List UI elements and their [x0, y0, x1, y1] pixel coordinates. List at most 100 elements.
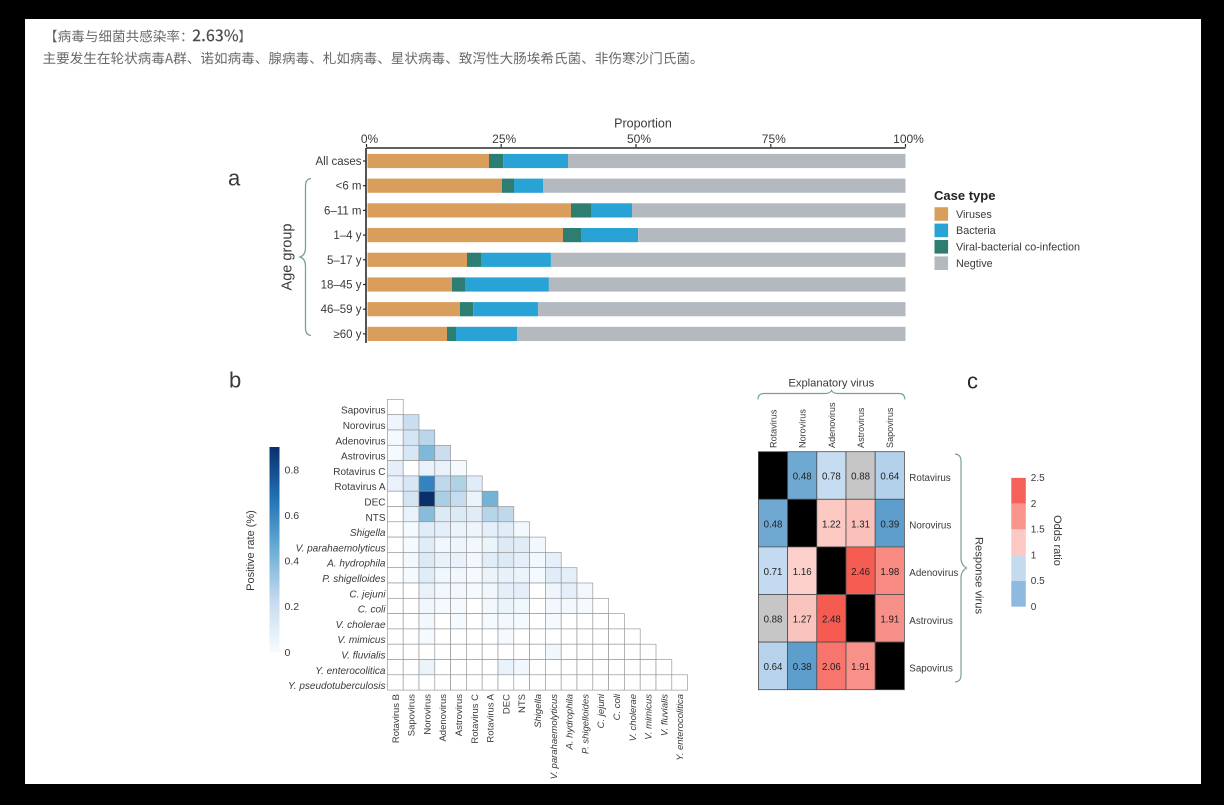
- svg-text:Y. pseudotuberculosis: Y. pseudotuberculosis: [288, 681, 385, 692]
- svg-text:0: 0: [1031, 602, 1037, 613]
- svg-text:V. cholerae: V. cholerae: [336, 620, 386, 631]
- svg-text:0.48: 0.48: [764, 519, 783, 530]
- svg-text:Astrovirus: Astrovirus: [454, 694, 465, 736]
- svg-text:1.16: 1.16: [793, 567, 812, 578]
- svg-text:Sapovirus: Sapovirus: [341, 406, 385, 417]
- svg-text:V. cholerae: V. cholerae: [628, 694, 639, 741]
- svg-text:Age group: Age group: [280, 224, 296, 291]
- svg-text:Positive rate (%): Positive rate (%): [245, 510, 257, 591]
- svg-text:2.06: 2.06: [822, 662, 841, 673]
- svg-text:2.46: 2.46: [851, 567, 870, 578]
- svg-text:2.5: 2.5: [1031, 473, 1045, 484]
- svg-text:0%: 0%: [361, 132, 379, 146]
- svg-text:V. parahaemolyticus: V. parahaemolyticus: [296, 543, 386, 554]
- svg-text:Case type: Case type: [934, 188, 995, 203]
- svg-text:c: c: [967, 369, 978, 394]
- svg-text:V. parahaemolyticus: V. parahaemolyticus: [549, 694, 560, 780]
- svg-text:Sapovirus: Sapovirus: [407, 694, 418, 736]
- svg-text:0.71: 0.71: [764, 567, 783, 578]
- svg-text:NTS: NTS: [366, 513, 386, 524]
- svg-text:1.91: 1.91: [880, 615, 899, 626]
- svg-text:V. fluvialis: V. fluvialis: [341, 651, 385, 662]
- svg-text:Rotavirus C: Rotavirus C: [470, 694, 481, 744]
- svg-text:Norovirus: Norovirus: [798, 409, 808, 448]
- svg-text:C. jejuni: C. jejuni: [349, 589, 386, 600]
- svg-text:0.64: 0.64: [880, 472, 899, 483]
- svg-text:Astrovirus: Astrovirus: [341, 452, 385, 463]
- svg-text:0.78: 0.78: [822, 472, 841, 483]
- svg-text:Y. enterocolitica: Y. enterocolitica: [675, 694, 686, 761]
- svg-text:0.64: 0.64: [764, 662, 783, 673]
- svg-text:Rotavirus B: Rotavirus B: [391, 694, 402, 743]
- svg-text:DEC: DEC: [501, 694, 512, 714]
- svg-text:a: a: [228, 166, 241, 191]
- svg-text:A. hydrophila: A. hydrophila: [565, 694, 576, 750]
- svg-text:Odds ratio: Odds ratio: [1051, 515, 1063, 566]
- svg-text:0.38: 0.38: [793, 662, 812, 673]
- svg-text:Viruses: Viruses: [956, 209, 992, 221]
- svg-text:<6 m: <6 m: [336, 181, 362, 193]
- svg-text:0.39: 0.39: [880, 519, 899, 530]
- svg-text:0.88: 0.88: [764, 615, 783, 626]
- svg-text:Adenovirus: Adenovirus: [438, 694, 449, 742]
- svg-text:Viral-bacterial co-infection: Viral-bacterial co-infection: [956, 242, 1080, 254]
- svg-text:Norovirus: Norovirus: [422, 694, 433, 735]
- svg-text:Shigella: Shigella: [533, 694, 544, 728]
- svg-text:Rotavirus: Rotavirus: [909, 473, 950, 484]
- svg-text:Norovirus: Norovirus: [909, 521, 951, 532]
- svg-text:1: 1: [1031, 550, 1037, 561]
- svg-text:Negtive: Negtive: [956, 258, 993, 270]
- svg-text:0: 0: [285, 647, 291, 659]
- svg-text:DEC: DEC: [364, 498, 385, 509]
- svg-text:Y. enterocolitica: Y. enterocolitica: [315, 666, 386, 677]
- svg-text:Adenovirus: Adenovirus: [909, 568, 958, 579]
- svg-text:Rotavirus A: Rotavirus A: [486, 693, 497, 742]
- svg-text:Response virus: Response virus: [973, 537, 985, 615]
- svg-text:0.48: 0.48: [793, 472, 812, 483]
- svg-text:P. shigelloides: P. shigelloides: [322, 574, 385, 585]
- svg-text:Astrovirus: Astrovirus: [856, 407, 866, 448]
- svg-text:18–45 y: 18–45 y: [321, 280, 362, 292]
- svg-text:Proportion: Proportion: [614, 117, 672, 131]
- svg-text:25%: 25%: [492, 132, 516, 146]
- svg-text:≥60 y: ≥60 y: [333, 329, 361, 341]
- svg-text:Adenovirus: Adenovirus: [335, 436, 385, 447]
- svg-text:0.2: 0.2: [285, 601, 300, 613]
- svg-text:Explanatory virus: Explanatory virus: [788, 377, 874, 389]
- svg-text:V. fluvialis: V. fluvialis: [659, 694, 670, 736]
- svg-text:1.31: 1.31: [851, 519, 870, 530]
- svg-text:Rotavirus A: Rotavirus A: [334, 482, 385, 493]
- svg-text:V. mimicus: V. mimicus: [337, 635, 385, 646]
- svg-text:1.91: 1.91: [851, 662, 870, 673]
- svg-text:75%: 75%: [762, 132, 786, 146]
- svg-text:Sapovirus: Sapovirus: [909, 663, 953, 674]
- svg-text:50%: 50%: [627, 132, 651, 146]
- svg-text:46–59 y: 46–59 y: [321, 304, 362, 316]
- svg-text:1.98: 1.98: [880, 567, 899, 578]
- svg-text:Shigella: Shigella: [350, 528, 386, 539]
- svg-text:2: 2: [1031, 499, 1037, 510]
- svg-text:0.88: 0.88: [851, 472, 870, 483]
- svg-text:0.4: 0.4: [285, 556, 300, 568]
- svg-text:100%: 100%: [893, 132, 924, 146]
- svg-text:1.5: 1.5: [1031, 525, 1045, 536]
- svg-text:P. shigelloides: P. shigelloides: [580, 694, 591, 754]
- svg-text:Norovirus: Norovirus: [343, 421, 386, 432]
- svg-text:2.48: 2.48: [822, 615, 841, 626]
- svg-text:A. hydrophila: A. hydrophila: [326, 559, 386, 570]
- svg-text:b: b: [229, 368, 241, 393]
- svg-text:NTS: NTS: [517, 694, 528, 713]
- svg-text:V. mimicus: V. mimicus: [644, 694, 655, 740]
- svg-text:0.6: 0.6: [285, 510, 300, 522]
- svg-text:Adenovirus: Adenovirus: [827, 402, 837, 448]
- svg-text:6–11 m: 6–11 m: [324, 205, 362, 217]
- svg-text:Rotavirus: Rotavirus: [768, 409, 778, 448]
- svg-text:1–4 y: 1–4 y: [333, 230, 361, 242]
- svg-text:Rotavirus C: Rotavirus C: [333, 467, 385, 478]
- svg-text:Sapovirus: Sapovirus: [885, 407, 895, 448]
- svg-text:5–17 y: 5–17 y: [327, 255, 362, 267]
- svg-text:C. coli: C. coli: [612, 693, 623, 720]
- svg-text:C. coli: C. coli: [358, 605, 387, 616]
- svg-text:0.8: 0.8: [285, 464, 300, 476]
- svg-text:C. jejuni: C. jejuni: [596, 693, 607, 728]
